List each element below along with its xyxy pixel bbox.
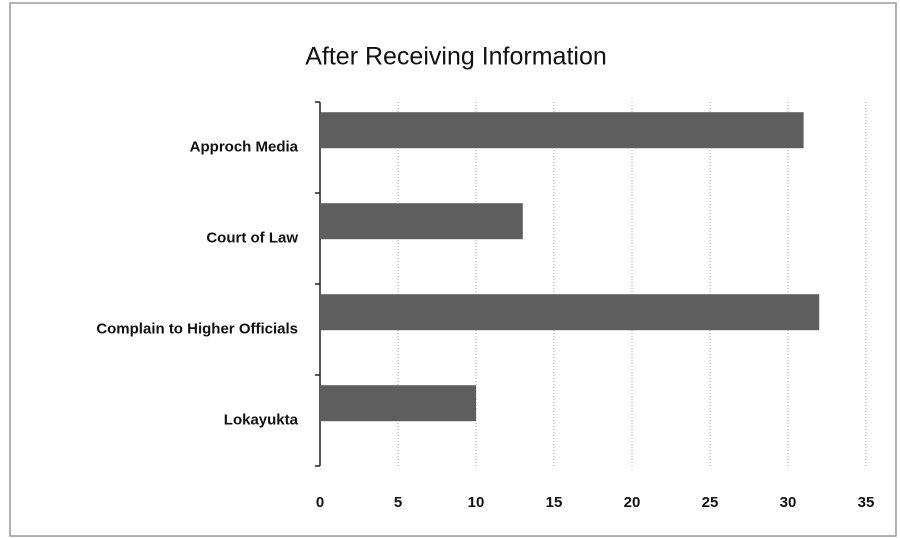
- bar: [320, 112, 804, 149]
- y-tick-label: Lokayukta: [224, 411, 299, 428]
- bar: [320, 294, 820, 331]
- x-tick-label: 25: [702, 494, 719, 511]
- bar: [320, 203, 523, 240]
- x-tick-label: 15: [546, 494, 563, 511]
- x-tick-label: 30: [780, 494, 797, 511]
- chart-frame: [9, 2, 897, 537]
- bar: [320, 385, 476, 422]
- chart-title: After Receiving Information: [305, 43, 607, 71]
- x-tick-label: 35: [858, 494, 875, 511]
- x-tick-label: 0: [316, 494, 324, 511]
- x-tick-label: 20: [624, 494, 641, 511]
- x-tick-label: 10: [468, 494, 485, 511]
- y-tick-label: Approch Media: [190, 138, 299, 155]
- x-tick-label: 5: [394, 494, 402, 511]
- y-tick-label: Complain to Higher Officials: [96, 320, 298, 337]
- y-tick-label: Court of Law: [206, 229, 298, 246]
